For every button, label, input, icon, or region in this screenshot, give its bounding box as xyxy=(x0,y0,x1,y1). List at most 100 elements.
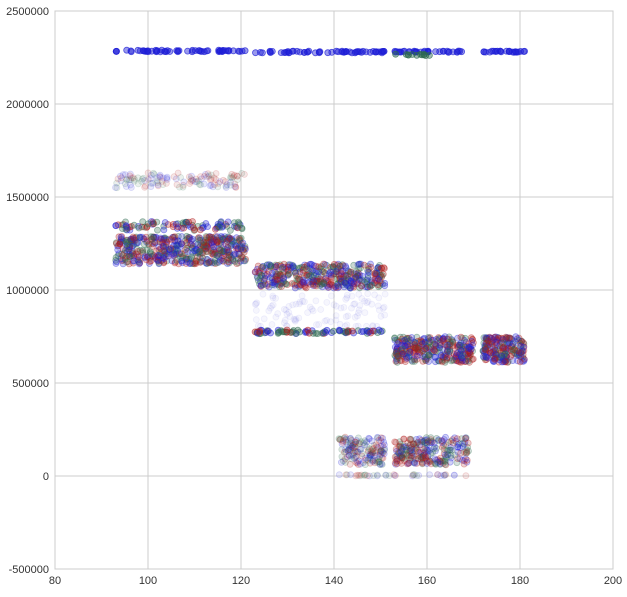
scatter-point xyxy=(229,255,237,263)
scatter-point xyxy=(227,181,234,189)
scatter-point xyxy=(327,318,335,326)
scatter-point xyxy=(136,259,144,267)
scatter-point xyxy=(352,437,360,444)
scatter-point xyxy=(165,246,173,254)
scatter-point xyxy=(123,242,131,250)
scatter-point xyxy=(297,264,305,272)
scatter-point xyxy=(482,353,489,360)
scatter-point xyxy=(309,329,317,337)
scatter-point xyxy=(356,284,364,292)
scatter-point xyxy=(209,240,217,248)
scatter-point xyxy=(112,48,120,55)
scatter-point xyxy=(123,223,130,231)
scatter-point xyxy=(325,283,333,291)
scatter-point xyxy=(288,261,296,269)
scatter-point xyxy=(241,257,249,265)
scatter-point xyxy=(231,222,238,230)
scatter-point xyxy=(238,224,246,232)
scatter-point xyxy=(357,277,365,284)
scatter-point xyxy=(154,256,162,264)
scatter-point xyxy=(209,183,217,191)
scatter-point xyxy=(223,256,231,264)
scatter-point xyxy=(291,269,299,277)
scatter-point xyxy=(321,269,329,277)
scatter-point xyxy=(361,309,369,317)
scatter-point xyxy=(256,280,263,288)
scatter-point xyxy=(210,238,218,246)
scatter-point xyxy=(274,261,281,269)
scatter-point xyxy=(340,283,348,291)
scatter-point xyxy=(399,349,406,357)
scatter-point xyxy=(292,272,300,280)
scatter-point xyxy=(126,243,134,251)
scatter-point xyxy=(219,248,227,255)
scatter-point xyxy=(188,176,196,184)
scatter-point xyxy=(222,221,230,228)
scatter-point xyxy=(174,237,182,245)
scatter-point xyxy=(213,236,220,244)
scatter-point xyxy=(135,224,143,232)
scatter-point xyxy=(174,220,182,228)
scatter-point xyxy=(273,275,281,283)
scatter-point xyxy=(123,238,131,246)
scatter-point xyxy=(177,250,185,258)
scatter-point xyxy=(123,245,131,252)
scatter-point xyxy=(273,276,281,284)
scatter-point xyxy=(277,262,285,270)
scatter-point xyxy=(215,234,223,242)
scatter-point xyxy=(209,235,217,243)
scatter-point xyxy=(391,334,398,342)
scatter-point xyxy=(352,268,360,275)
scatter-point xyxy=(122,246,129,254)
scatter-point xyxy=(125,245,133,253)
scatter-point xyxy=(432,335,440,343)
scatter-point xyxy=(414,446,421,454)
scatter-point xyxy=(201,245,209,253)
scatter-point xyxy=(253,272,261,280)
scatter-point xyxy=(174,247,182,254)
scatter-point xyxy=(422,52,430,59)
scatter-point xyxy=(327,274,335,282)
scatter-point xyxy=(163,240,170,248)
scatter-point xyxy=(301,283,309,291)
scatter-point xyxy=(204,244,212,252)
scatter-point xyxy=(312,271,320,279)
scatter-point xyxy=(263,261,271,269)
scatter-point xyxy=(344,282,352,290)
scatter-point xyxy=(203,260,210,267)
scatter-point xyxy=(265,267,273,275)
scatter-point xyxy=(206,182,214,190)
scatter-point xyxy=(333,280,341,288)
scatter-point xyxy=(163,176,171,183)
scatter-point xyxy=(304,309,312,317)
scatter-point xyxy=(324,277,332,285)
scatter-point xyxy=(303,261,311,269)
scatter-point xyxy=(166,246,174,254)
scatter-point xyxy=(317,306,325,313)
scatter-point xyxy=(208,239,215,247)
scatter-point xyxy=(297,281,305,289)
scatter-point xyxy=(348,292,356,300)
x-tick-label: 140 xyxy=(325,575,343,587)
scatter-point xyxy=(187,241,195,248)
scatter-point xyxy=(118,221,126,229)
scatter-point xyxy=(130,221,138,229)
scatter-point xyxy=(142,233,150,241)
scatter-point xyxy=(371,270,379,278)
scatter-point xyxy=(182,218,190,226)
scatter-point xyxy=(307,280,315,288)
scatter-point xyxy=(202,220,210,227)
scatter-point xyxy=(296,268,304,276)
scatter-point xyxy=(333,261,341,269)
scatter-point xyxy=(462,435,469,443)
scatter-point xyxy=(356,271,364,279)
scatter-point xyxy=(337,273,345,281)
scatter-point xyxy=(223,222,231,230)
scatter-point xyxy=(138,177,145,185)
scatter-point xyxy=(371,279,379,287)
scatter-point xyxy=(201,241,209,249)
scatter-point xyxy=(131,236,139,244)
scatter-point xyxy=(169,233,177,241)
scatter-point xyxy=(179,181,187,189)
scatter-point xyxy=(189,248,196,256)
